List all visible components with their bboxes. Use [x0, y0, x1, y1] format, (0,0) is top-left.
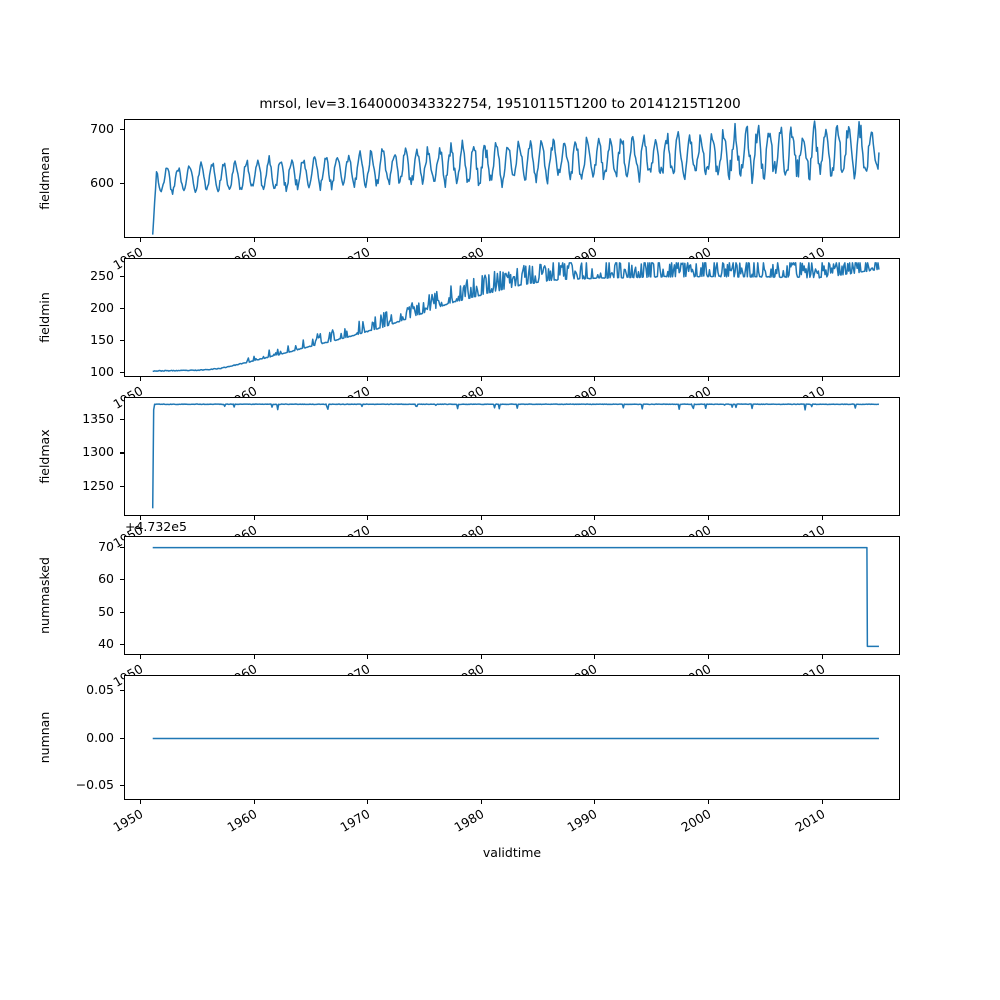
- y-axis-label-nummasked: nummasked: [36, 556, 52, 634]
- x-tick-mark: [594, 655, 596, 659]
- plot-area-fieldmean: [151, 120, 880, 235]
- figure-title: mrsol, lev=3.1640000343322754, 19510115T…: [259, 96, 741, 112]
- x-tick-mark: [594, 516, 596, 520]
- subplot-nummasked: [124, 536, 900, 655]
- x-axis-label: validtime: [482, 845, 542, 860]
- y-tick-mark: [120, 452, 124, 454]
- y-axis-label-fieldmean: fieldmean: [36, 146, 52, 210]
- data-line-fieldmax: [151, 403, 880, 509]
- x-tick-mark: [253, 516, 255, 520]
- data-line-fieldmin: [152, 262, 880, 373]
- y-tick-mark: [120, 128, 124, 130]
- plot-area-fieldmax: [151, 403, 880, 509]
- subplot-fieldmean: [124, 119, 900, 238]
- subplot-fieldmax: [124, 397, 900, 516]
- x-tick-mark: [707, 238, 710, 242]
- y-tick-label: 150: [90, 331, 114, 347]
- y-tick-mark: [120, 339, 124, 341]
- x-tick-mark: [253, 377, 255, 381]
- x-tick-mark: [480, 516, 482, 520]
- x-tick-label: 1970: [337, 806, 373, 835]
- y-tick-label: −0.05: [75, 776, 114, 792]
- y-tick-mark: [120, 371, 124, 373]
- y-tick-label: 60: [98, 571, 114, 587]
- y-tick-mark: [120, 737, 124, 739]
- x-tick-label: 1960: [223, 806, 260, 835]
- y-tick-mark: [120, 690, 124, 692]
- x-tick-mark: [367, 516, 369, 520]
- x-tick-mark: [253, 655, 255, 659]
- y-tick-label: 1250: [82, 477, 114, 493]
- y-tick-mark: [120, 643, 124, 645]
- y-tick-mark: [120, 547, 124, 549]
- y-tick-mark: [120, 307, 124, 309]
- x-tick-mark: [821, 238, 823, 242]
- y-tick-label: 0.00: [86, 729, 114, 745]
- y-axis-label-fieldmax: fieldmax: [36, 428, 52, 484]
- x-tick-mark: [707, 655, 710, 659]
- y-tick-label: 0.05: [86, 682, 114, 698]
- x-tick-mark: [480, 238, 482, 242]
- y-tick-mark: [120, 419, 124, 421]
- plot-area-numnan: [152, 737, 879, 740]
- x-tick-label: 1990: [564, 806, 600, 835]
- x-tick-label: 1950: [110, 806, 146, 835]
- y-tick-mark: [120, 275, 124, 277]
- x-tick-mark: [139, 655, 141, 659]
- data-line-fieldmean: [151, 120, 880, 235]
- y-tick-label: 600: [90, 175, 114, 191]
- x-tick-mark: [480, 800, 482, 804]
- y-tick-label: 70: [98, 539, 114, 555]
- y-tick-label: 700: [90, 120, 114, 136]
- x-tick-label: 2010: [792, 806, 828, 835]
- x-tick-label: 1980: [451, 806, 487, 835]
- y-tick-label: 50: [98, 603, 114, 619]
- y-tick-mark: [120, 579, 124, 581]
- y-tick-mark: [120, 485, 124, 487]
- x-tick-mark: [367, 377, 369, 381]
- x-tick-label: 2000: [678, 806, 714, 835]
- x-tick-mark: [594, 377, 596, 381]
- y-tick-label: 40: [98, 635, 114, 651]
- x-tick-mark: [480, 655, 482, 659]
- x-tick-mark: [480, 377, 482, 381]
- data-line-nummasked: [152, 546, 879, 648]
- x-tick-mark: [821, 377, 823, 381]
- x-tick-mark: [707, 516, 710, 520]
- y-tick-label: 1300: [82, 444, 114, 460]
- y-axis-label-numnan: numnan: [36, 711, 52, 763]
- x-tick-mark: [139, 238, 141, 242]
- y-tick-label: 200: [90, 299, 114, 315]
- subplot-numnan: [124, 675, 900, 800]
- y-tick-label: 100: [90, 363, 114, 379]
- y-axis-label-fieldmin: fieldmin: [36, 291, 52, 343]
- y-axis-offset-text: +4.732e5: [125, 519, 187, 534]
- x-tick-mark: [253, 238, 255, 242]
- y-tick-label: 250: [90, 267, 114, 283]
- x-tick-mark: [821, 800, 823, 804]
- y-tick-mark: [120, 183, 124, 185]
- plot-area-fieldmin: [152, 262, 880, 373]
- x-tick-mark: [367, 238, 369, 242]
- x-tick-mark: [707, 377, 710, 381]
- x-tick-mark: [139, 377, 141, 381]
- x-tick-mark: [139, 800, 141, 804]
- y-tick-mark: [120, 611, 124, 613]
- x-tick-mark: [367, 655, 369, 659]
- subplot-fieldmin: [124, 258, 900, 377]
- y-tick-label: 1350: [82, 411, 114, 427]
- x-tick-mark: [594, 800, 596, 804]
- x-tick-mark: [367, 800, 369, 804]
- x-tick-mark: [821, 655, 823, 659]
- x-tick-mark: [707, 800, 710, 804]
- y-tick-mark: [120, 784, 124, 786]
- x-tick-mark: [139, 516, 141, 520]
- plot-area-nummasked: [152, 546, 879, 648]
- x-tick-mark: [821, 516, 823, 520]
- x-tick-mark: [594, 238, 596, 242]
- x-tick-mark: [253, 800, 255, 804]
